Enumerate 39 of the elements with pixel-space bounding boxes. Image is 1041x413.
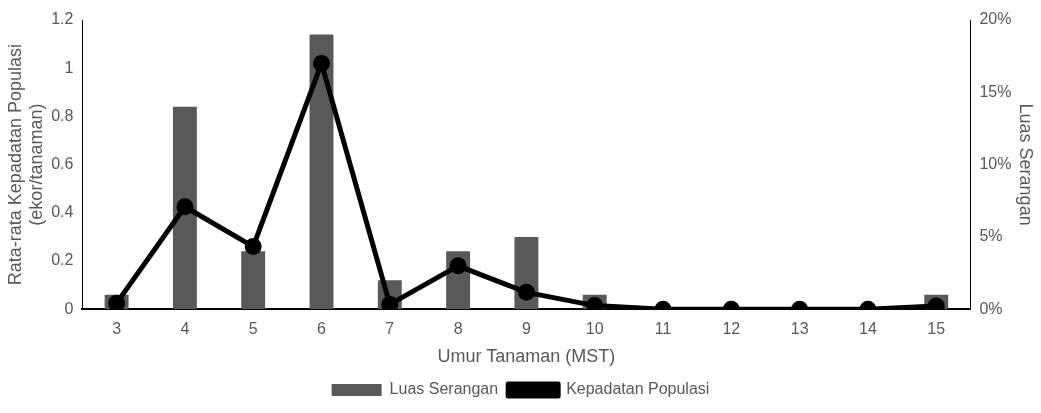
y-tick-label: 0.8	[51, 106, 74, 124]
x-tick-label: 13	[790, 320, 809, 338]
x-tick-label: 6	[317, 320, 327, 338]
legend-label: Kepadatan Populasi	[566, 380, 710, 398]
y-tick-label: 1	[64, 58, 74, 76]
y-tick-label: 0.2	[51, 251, 74, 269]
bar	[309, 34, 334, 310]
y2-tick-label: 5%	[979, 227, 1003, 245]
point	[313, 54, 330, 72]
x-axis-title: Umur Tanaman (MST)	[437, 346, 616, 367]
x-tick-label: 3	[112, 320, 122, 338]
y-tick-label: 1.2	[51, 10, 74, 28]
y2-tick-label: 0%	[979, 299, 1003, 317]
y2-tick-label: 10%	[979, 155, 1012, 173]
y2-tick-label: 15%	[979, 82, 1012, 100]
point	[449, 257, 467, 275]
x-tick-label: 8	[453, 320, 463, 338]
y-tick-label: 0.4	[51, 203, 74, 221]
x-tick-label: 10	[585, 320, 604, 338]
x-tick-label: 12	[722, 320, 741, 338]
y-tick-label: 0	[64, 299, 74, 317]
x-tick-label: 4	[180, 320, 190, 338]
x-tick-label: 7	[385, 320, 395, 338]
y-tick-label: 0.6	[51, 155, 74, 173]
x-tick-label: 5	[248, 320, 258, 338]
point	[244, 238, 262, 256]
y2-tick-label: 20%	[979, 10, 1012, 28]
x-tick-label: 9	[521, 320, 531, 338]
x-tick-label: 14	[859, 320, 877, 338]
point	[176, 198, 194, 216]
point	[517, 283, 535, 301]
legend-label: Luas Serangan	[389, 380, 499, 398]
x-tick-label: 15	[927, 320, 946, 338]
y-axis-title: Rata-rata Kepadatan Populasi (ekor/tanaman)	[4, 44, 47, 286]
y2-axis-title: Luas Serangan	[1016, 103, 1037, 226]
bar	[241, 251, 266, 310]
bar	[172, 106, 197, 310]
point	[108, 294, 126, 310]
x-tick-label: 11	[654, 320, 672, 338]
